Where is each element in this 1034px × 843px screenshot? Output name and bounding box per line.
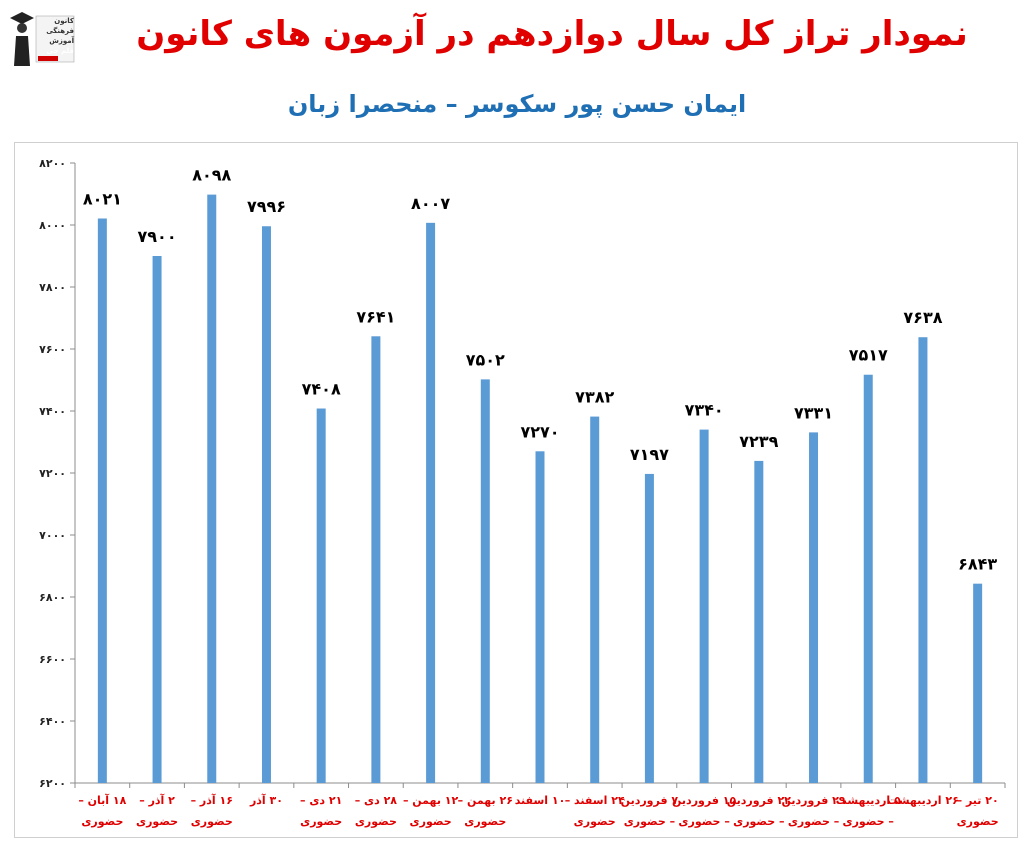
x-category-label-line2: حضوری (410, 815, 452, 828)
x-category-label-line2: حضوری (574, 815, 616, 828)
x-category-label: ۲۱ دی – (300, 794, 342, 807)
y-tick-label: ۷۸۰۰ (39, 281, 66, 294)
x-category-label-line2: حضوری (191, 815, 233, 828)
x-category-label-line2: حضوری (81, 815, 123, 828)
x-category-label: ۳۰ آذر (249, 793, 283, 807)
x-category-label: ۲۴ اسفند – (565, 794, 625, 807)
chart-area: ۶۲۰۰ ۶۴۰۰ ۶۶۰۰ ۶۸۰۰ ۷۰۰۰ ۷۲۰۰ ۷۴۰۰ ۷۶۰۰ ۷۸۰۰ ۸۰۰۰… (14, 142, 1018, 838)
x-category-label-line2: – حضوری (788, 815, 839, 828)
x-category-label: ۵ اردیبهشت (836, 794, 901, 807)
x-category-label: ۲۶ بهمن – (458, 794, 513, 807)
x-category-label-line2: – حضوری (678, 815, 729, 828)
x-category-label-line2: حضوری (136, 815, 178, 828)
data-label: ۷۶۴۱ (356, 307, 395, 326)
bar (426, 222, 436, 783)
x-category-label-line2: حضوری (957, 815, 999, 828)
bar (207, 194, 217, 783)
y-tick-label: ۷۰۰۰ (39, 529, 66, 542)
bar (809, 432, 819, 783)
x-category-label: ۱۶ آذر – (191, 793, 233, 807)
x-category-label-line2: – حضوری (733, 815, 784, 828)
y-tick-label: ۶۶۰۰ (39, 653, 66, 666)
x-category-label-line2: حضوری (355, 815, 397, 828)
y-tick-label: ۷۶۰۰ (39, 343, 66, 356)
logo-line-1: کانون (54, 17, 74, 25)
chart-title: نمودار تراز کل سال دوازدهم در آزمون های … (136, 14, 968, 54)
data-label: ۷۱۹۷ (630, 445, 669, 464)
data-label: ۸۰۰۷ (411, 194, 450, 213)
logo-line-2: فرهنگی (46, 27, 74, 35)
x-category-label-line2: – حضوری (624, 815, 675, 828)
bar (918, 337, 928, 783)
y-tick-label: ۶۸۰۰ (39, 591, 66, 604)
x-category-label: ۲۲ فروردین (727, 794, 791, 807)
bar (754, 460, 764, 783)
x-category-label: ۲۶ اردیبهشت (887, 794, 959, 807)
kanoon-logo: کانون فرهنگی آموزش قلم چی (8, 8, 76, 70)
data-label: ۷۳۳۱ (794, 403, 833, 422)
data-label: ۷۳۸۲ (575, 388, 614, 407)
bar (316, 408, 326, 783)
logo-line-3: آموزش (49, 37, 74, 45)
data-label: ۷۶۳۸ (903, 308, 942, 327)
data-label: ۷۴۰۸ (302, 380, 341, 399)
y-tick-label: ۶۴۰۰ (39, 715, 66, 728)
bar (97, 218, 107, 783)
x-category-label: ۲۰ تیر – (957, 794, 999, 807)
bar (152, 256, 162, 783)
x-category-label: ۱۲ بهمن – (403, 794, 459, 807)
x-category-label: ۲۹ فروردین (781, 794, 845, 807)
bar (644, 473, 654, 783)
x-category-label: ۱۵ فروردین (672, 794, 736, 807)
data-label: ۷۵۱۷ (849, 346, 888, 365)
logo-line-4: قلم چی (46, 47, 75, 55)
data-label: ۸۰۹۸ (192, 166, 231, 185)
data-label: ۷۹۰۰ (138, 227, 177, 246)
bar (480, 379, 490, 783)
graduate-logo-icon (10, 12, 75, 66)
data-label: ۶۸۴۳ (958, 555, 997, 574)
data-label: ۷۵۰۲ (466, 350, 505, 369)
bar (371, 336, 381, 783)
x-category-label: ۲۸ دی – (355, 794, 398, 807)
x-category-label: ۱۰ اسفند (515, 794, 566, 807)
y-tick-label: ۸۰۰۰ (39, 219, 66, 232)
bar (590, 416, 600, 783)
bar (863, 374, 873, 783)
bar (261, 226, 271, 783)
chart-subtitle: ایمان حسن پور سکوسر – منحصرا زبان (287, 90, 747, 118)
data-label: ۷۲۷۰ (520, 422, 559, 441)
x-category-label-line2: حضوری (300, 815, 342, 828)
y-tick-label: ۷۲۰۰ (39, 467, 66, 480)
data-label: ۷۹۹۶ (247, 197, 286, 216)
bar-chart: ۶۲۰۰ ۶۴۰۰ ۶۶۰۰ ۶۸۰۰ ۷۰۰۰ ۷۲۰۰ ۷۴۰۰ ۷۶۰۰ ۷۸۰۰ ۸۰۰۰… (39, 157, 1006, 828)
y-tick-label: ۷۴۰۰ (39, 405, 66, 418)
bar (699, 429, 709, 783)
data-label: ۸۰۲۱ (83, 189, 122, 208)
x-category-label: ۲ آذر – (139, 793, 175, 807)
bar (535, 451, 545, 783)
data-label: ۷۲۳۹ (739, 432, 778, 451)
x-category-label: ۷ فروردین (621, 794, 679, 807)
data-label: ۷۳۴۰ (685, 401, 724, 420)
x-category-label: ۱۸ آبان – (78, 793, 126, 807)
x-category-label-line2: حضوری (464, 815, 506, 828)
y-tick-label: ۸۲۰۰ (39, 157, 66, 170)
y-tick-label: ۶۲۰۰ (39, 777, 66, 790)
bar (973, 583, 983, 783)
x-category-label-line2: – حضوری (843, 815, 894, 828)
